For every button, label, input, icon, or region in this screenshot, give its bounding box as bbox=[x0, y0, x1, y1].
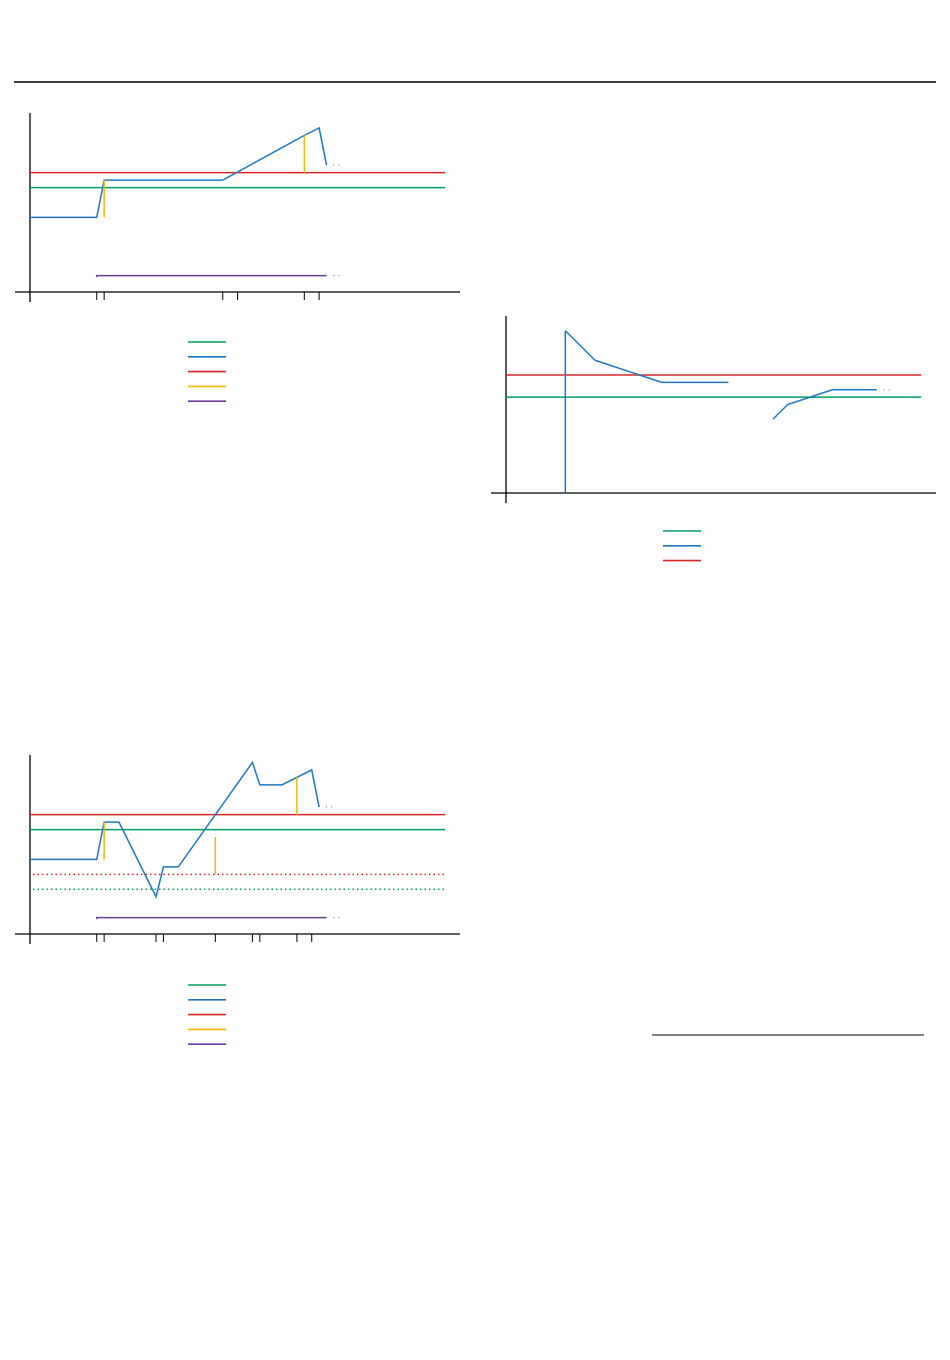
series-3-trail-dots: · · bbox=[883, 386, 891, 395]
series-2-segment-2 bbox=[594, 359, 662, 384]
series-6-trail-dots: · · bbox=[333, 914, 341, 923]
chart-bottom-left: · · · · bbox=[15, 755, 460, 1045]
chart-top-left: · · · · bbox=[15, 113, 460, 403]
series-2-trail-dots: · · bbox=[333, 161, 341, 170]
chart-right: · · bbox=[491, 316, 936, 562]
series-2-line bbox=[30, 126, 328, 219]
series-3-line bbox=[772, 389, 877, 420]
series-4-line bbox=[95, 274, 327, 278]
series-4-line bbox=[30, 760, 320, 899]
series-2-segment-1 bbox=[564, 330, 596, 361]
series-6-line bbox=[95, 916, 327, 920]
series-4-trail-dots: · · bbox=[325, 803, 333, 812]
series-4-trail-dots: · · bbox=[333, 272, 341, 281]
